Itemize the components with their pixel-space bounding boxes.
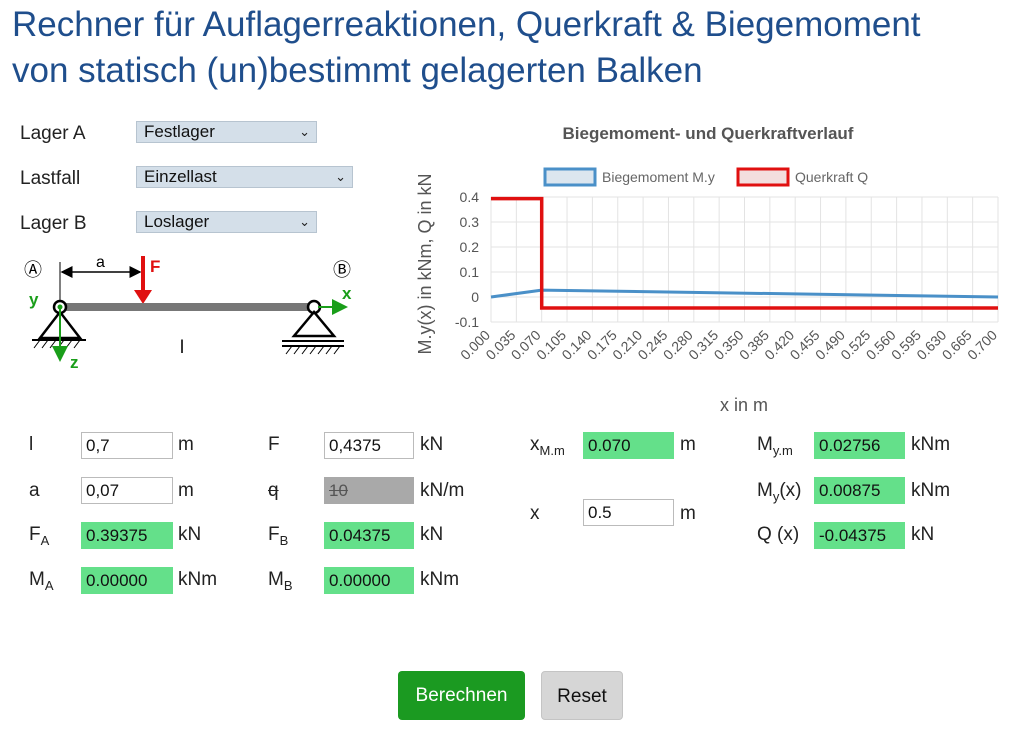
fa-unit: kN [178, 524, 202, 545]
f-input[interactable]: 0,4375 [324, 432, 414, 459]
lager-b-label: Lager B [20, 213, 87, 234]
symbol-qx: Q (x) [757, 524, 800, 545]
qx-output: -0.04375 [814, 522, 905, 549]
lager-b-value: Loslager [144, 212, 210, 231]
symbol-ma: MA [29, 569, 54, 593]
symbol-fb: FB [268, 524, 289, 548]
symbol-myx: My(x) [757, 480, 802, 504]
symbol-q: q [268, 480, 279, 501]
qx-unit: kN [911, 524, 935, 545]
x-tick-label: 0.700 [964, 327, 1000, 363]
a-input[interactable]: 0,07 [81, 477, 173, 504]
xmm-unit: m [680, 434, 696, 455]
fb-output: 0.04375 [324, 522, 414, 549]
chevron-down-icon: ⌄ [299, 124, 310, 139]
y-tick-label: 0.1 [460, 264, 480, 280]
lastfall-label: Lastfall [20, 168, 81, 189]
fa-output: 0.39375 [81, 522, 173, 549]
mb-unit: kNm [420, 569, 460, 590]
y-tick-label: -0.1 [455, 314, 479, 330]
page-title-line1: Rechner für Auflagerreaktionen, Querkraf… [12, 5, 921, 44]
x-axis-title: x in m [720, 395, 768, 415]
beam-diagram: Ⓐ Ⓑ a F y x z l [24, 254, 352, 372]
support-a-marker: Ⓐ [24, 260, 42, 280]
chevron-down-icon: ⌄ [299, 214, 310, 229]
symbol-a: a [29, 480, 40, 501]
mb-output: 0.00000 [324, 567, 414, 594]
x-input[interactable]: 0.5 [583, 499, 674, 526]
dim-a-label: a [96, 254, 105, 271]
legend-moment: Biegemoment M.y [602, 169, 715, 185]
l-input[interactable]: 0,7 [81, 432, 173, 459]
moment-shear-chart: Biegemoment- und Querkraftverlauf Biegem… [415, 124, 1000, 415]
mym-unit: kNm [911, 434, 951, 455]
legend-swatch-moment [543, 167, 597, 187]
calculate-button[interactable]: Berechnen [398, 671, 525, 720]
symbol-x: x [530, 503, 540, 524]
q-unit: kN/m [420, 480, 465, 501]
series-line-shear [491, 196, 998, 310]
reset-button[interactable]: Reset [541, 671, 623, 720]
y-axis-title: M.y(x) in kNm, Q in kN [415, 173, 435, 354]
y-tick-label: 0.2 [460, 239, 480, 255]
chart-legend: Biegemoment M.y Querkraft Q [543, 167, 868, 187]
symbol-mym: My.m [757, 434, 793, 458]
l-unit: m [178, 434, 194, 455]
force-label: F [150, 257, 160, 276]
symbol-fa: FA [29, 524, 50, 548]
axis-z-label: z [70, 353, 79, 372]
support-b-marker: Ⓑ [333, 260, 351, 280]
symbol-xmm: xM.m [530, 434, 565, 458]
a-unit: m [178, 480, 194, 501]
lager-a-select[interactable]: Festlager ⌄ [136, 121, 317, 143]
y-tick-label: 0 [471, 289, 479, 305]
legend-swatch-shear [736, 167, 790, 187]
chevron-down-icon: ⌄ [335, 169, 346, 184]
axis-y-label: y [29, 290, 39, 309]
legend-shear: Querkraft Q [795, 169, 868, 185]
myx-output: 0.00875 [814, 477, 905, 504]
lastfall-select[interactable]: Einzellast ⌄ [136, 166, 353, 188]
myx-unit: kNm [911, 480, 951, 501]
lager-a-value: Festlager [144, 122, 215, 141]
mym-output: 0.02756 [814, 432, 905, 459]
symbol-l: l [29, 434, 34, 455]
y-tick-label: 0.4 [460, 189, 480, 205]
axis-x-label: x [342, 284, 352, 303]
lastfall-value: Einzellast [144, 167, 217, 186]
page-title-line2: von statisch (un)bestimmt gelagerten Bal… [12, 51, 703, 90]
fb-unit: kN [420, 524, 444, 545]
q-input: 10 [324, 477, 414, 504]
symbol-mb: MB [268, 569, 293, 593]
xmm-output: 0.070 [583, 432, 674, 459]
page-title: Rechner für Auflagerreaktionen, Querkraf… [12, 2, 921, 94]
symbol-f: F [268, 434, 280, 455]
y-tick-label: 0.3 [460, 214, 480, 230]
lager-a-label: Lager A [20, 123, 86, 144]
length-label: l [180, 337, 184, 357]
x-unit: m [680, 503, 696, 524]
ma-unit: kNm [178, 569, 218, 590]
lager-b-select[interactable]: Loslager ⌄ [136, 211, 317, 233]
ma-output: 0.00000 [81, 567, 173, 594]
chart-title: Biegemoment- und Querkraftverlauf [563, 124, 854, 143]
f-unit: kN [420, 434, 444, 455]
beam [60, 303, 315, 311]
